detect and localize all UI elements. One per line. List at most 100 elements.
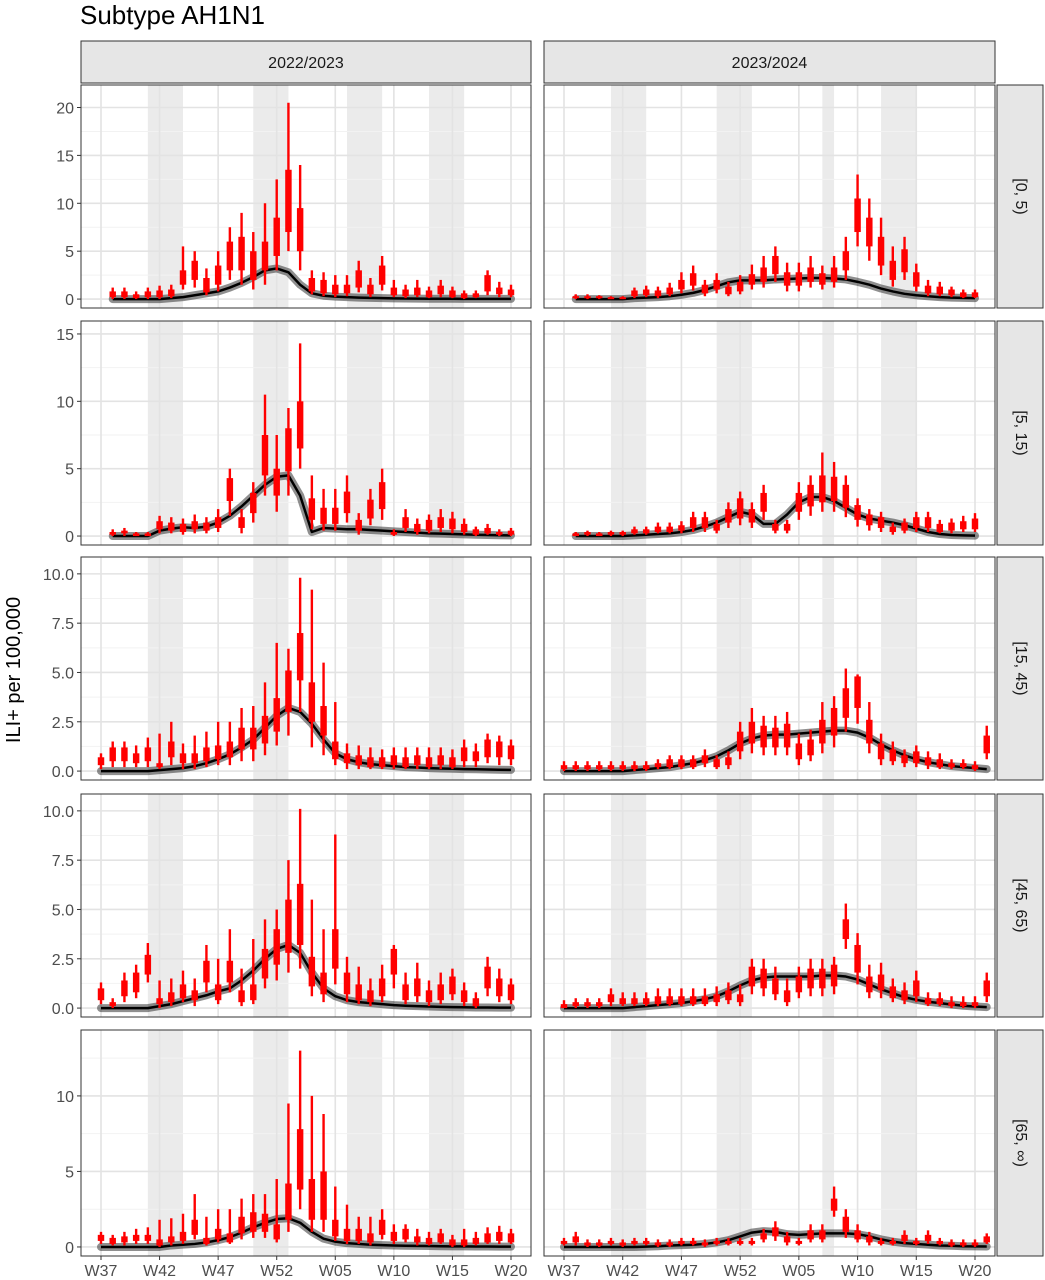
facet-row-label: [65, ∞) (1012, 1119, 1029, 1167)
box-body (144, 954, 152, 975)
y-tick-label: 5 (65, 244, 74, 261)
box-body (226, 741, 234, 758)
holiday-shading (881, 321, 917, 545)
y-tick-label: 5.0 (52, 902, 74, 919)
box-body (701, 1242, 709, 1246)
box-body (924, 517, 932, 528)
box-body (179, 523, 187, 532)
box-body (783, 1236, 791, 1243)
box-body (507, 530, 515, 535)
box-body (678, 996, 685, 1005)
box-body (343, 1228, 351, 1241)
facet-panel (80, 320, 532, 546)
box-body (584, 765, 591, 770)
box-body (607, 765, 615, 770)
holiday-shading (822, 85, 835, 308)
box-body (507, 289, 515, 296)
box-body (261, 715, 269, 744)
box-body (168, 992, 175, 1003)
box-body (402, 984, 409, 1001)
box-body (121, 291, 128, 298)
box-body (449, 976, 456, 995)
box-body (285, 169, 292, 233)
panel-border (543, 84, 996, 309)
box-body (460, 523, 468, 532)
facet-panel (543, 793, 996, 1018)
facet-column-strip (80, 40, 532, 84)
box-body (619, 297, 626, 300)
x-tick-label: W42 (606, 1263, 639, 1280)
box-body (607, 994, 615, 1003)
box-body (414, 287, 421, 296)
box-body (460, 293, 468, 299)
box-body (607, 531, 615, 535)
box-body (296, 1129, 304, 1190)
box-body (772, 978, 779, 995)
box-body (607, 1240, 615, 1244)
box-body (760, 1233, 767, 1240)
box-body (156, 998, 163, 1005)
box-body (250, 251, 257, 280)
box-body (689, 273, 697, 286)
box-body (425, 990, 433, 1003)
y-axis-label: ILI+ per 100,000 (3, 597, 25, 743)
box-body (960, 1002, 967, 1007)
box-body (913, 1240, 920, 1244)
y-tick-label: 10.0 (43, 567, 74, 584)
box-body (402, 517, 409, 528)
holiday-shading (347, 794, 383, 1017)
box-body (437, 984, 444, 1001)
holiday-shading (429, 85, 465, 308)
box-body (748, 274, 756, 285)
box-body (472, 293, 480, 298)
box-body (296, 208, 304, 252)
y-tick-label: 2.5 (52, 715, 74, 732)
facet-panel (80, 84, 532, 309)
box-body (484, 739, 491, 758)
box-body (772, 1227, 779, 1237)
box-body (250, 492, 257, 514)
holiday-shading (429, 321, 465, 545)
box-body (414, 523, 421, 532)
box-body (425, 290, 433, 298)
box-body (109, 1002, 116, 1007)
holiday-shading (147, 794, 183, 1017)
box-body (971, 765, 979, 770)
box-body (484, 966, 491, 989)
box-body (191, 260, 198, 280)
box-body (877, 743, 885, 760)
box-body (701, 517, 709, 528)
box-body (343, 284, 351, 294)
box-body (214, 984, 222, 1001)
box-body (273, 698, 280, 732)
box-body (960, 1242, 967, 1246)
box-body (936, 1240, 944, 1244)
box-body (226, 1233, 234, 1243)
x-tick-label: W05 (782, 1263, 815, 1280)
holiday-shading (253, 557, 289, 780)
y-tick-label: 0.0 (52, 1001, 74, 1018)
box-body (179, 270, 187, 285)
box-body (496, 531, 503, 535)
holiday-shading (429, 794, 465, 1017)
y-tick-label: 0 (65, 292, 74, 309)
box-body (807, 739, 814, 756)
box-body (355, 519, 362, 531)
box-body (332, 929, 339, 969)
box-body (654, 1242, 662, 1246)
fit-line (112, 474, 512, 538)
box-body (725, 990, 732, 1001)
box-body (460, 1239, 468, 1246)
y-tick-label: 15 (56, 148, 74, 165)
box-body (971, 1002, 979, 1007)
box-body (830, 964, 838, 987)
facet-row-label: [5, 15) (1012, 410, 1029, 455)
box-body (678, 525, 685, 531)
box-body (631, 290, 638, 297)
box-body (642, 765, 650, 770)
box-body (642, 998, 650, 1005)
box-body (296, 401, 304, 449)
box-body (595, 1002, 603, 1007)
box-body (332, 507, 339, 524)
box-body (132, 753, 140, 764)
